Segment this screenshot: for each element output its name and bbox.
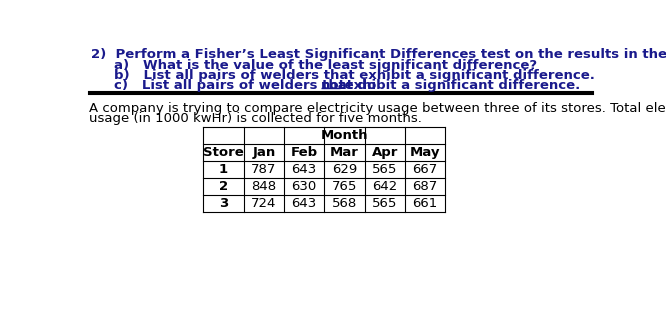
- Text: 3: 3: [219, 197, 228, 210]
- Text: c)   List all pairs of welders that do: c) List all pairs of welders that do: [115, 79, 381, 92]
- Text: 667: 667: [412, 163, 438, 176]
- Text: 643: 643: [292, 197, 317, 210]
- Text: May: May: [410, 146, 440, 159]
- Text: 724: 724: [251, 197, 276, 210]
- Text: exhibit a significant difference.: exhibit a significant difference.: [340, 79, 581, 92]
- Text: 661: 661: [412, 197, 438, 210]
- Text: a)   What is the value of the least significant difference?: a) What is the value of the least signif…: [115, 59, 537, 72]
- Text: 642: 642: [372, 180, 398, 193]
- Text: 787: 787: [251, 163, 276, 176]
- Text: Month: Month: [320, 129, 368, 142]
- Text: 629: 629: [332, 163, 357, 176]
- Text: 1: 1: [219, 163, 228, 176]
- Text: 687: 687: [412, 180, 438, 193]
- Text: Mar: Mar: [330, 146, 359, 159]
- Text: Store: Store: [203, 146, 244, 159]
- Text: 630: 630: [292, 180, 317, 193]
- Text: 643: 643: [292, 163, 317, 176]
- Text: Jan: Jan: [252, 146, 276, 159]
- Text: 2)  Perform a Fisher’s Least Significant Differences test on the results in the : 2) Perform a Fisher’s Least Significant …: [91, 48, 666, 60]
- Text: usage (in 1000 kwHr) is collected for five months.: usage (in 1000 kwHr) is collected for fi…: [89, 112, 422, 125]
- Text: 848: 848: [251, 180, 276, 193]
- Text: 765: 765: [332, 180, 357, 193]
- Text: 2: 2: [219, 180, 228, 193]
- Text: not: not: [321, 79, 346, 92]
- Text: Feb: Feb: [290, 146, 318, 159]
- Text: 565: 565: [372, 163, 398, 176]
- Text: Apr: Apr: [372, 146, 398, 159]
- Text: b)   List all pairs of welders that exhibit a significant difference.: b) List all pairs of welders that exhibi…: [115, 69, 595, 82]
- Text: 568: 568: [332, 197, 357, 210]
- Text: A company is trying to compare electricity usage between three of its stores. To: A company is trying to compare electrici…: [89, 101, 666, 115]
- Text: 565: 565: [372, 197, 398, 210]
